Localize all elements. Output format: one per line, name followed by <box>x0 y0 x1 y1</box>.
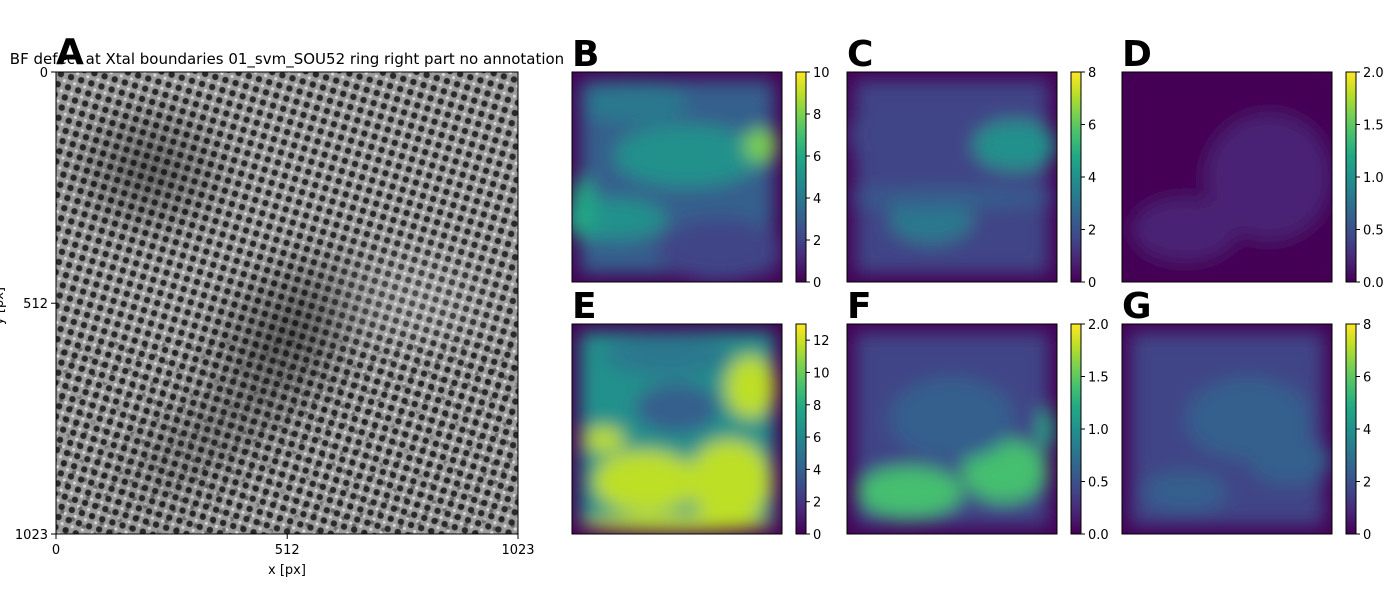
panel-f-heatmap-region <box>889 376 1015 461</box>
panel-e-cbar-tick-label: 8 <box>813 399 821 414</box>
panel-d-cbar-tick-label: 0.5 <box>1363 224 1384 239</box>
panel-e-cbar-tick-label: 6 <box>813 431 821 446</box>
panel-e-frame <box>571 323 783 535</box>
panel-b-frame <box>571 71 783 283</box>
panel-d-heatmap-region <box>1206 114 1332 240</box>
panel-b-cbar-tick-label: 4 <box>813 192 821 207</box>
panel-f-heatmap-region <box>857 466 963 518</box>
panel-e-heatmap-region <box>687 439 772 524</box>
panel-a-ytick-label: 0 <box>40 66 48 81</box>
panel-e-cbar-tick-label: 10 <box>813 366 830 381</box>
panel-a-xtick-label: 0 <box>52 543 60 558</box>
panel-f-cbar-tick-label: 0.0 <box>1088 528 1109 543</box>
panel-e-heatmap-region <box>582 515 772 532</box>
panel-c-heatmap-region <box>847 187 1057 209</box>
panel-e-cbar-tick-label: 2 <box>813 496 821 511</box>
panel-a-xlabel: x [px] <box>268 563 306 578</box>
panel-f-frame <box>846 323 1058 535</box>
panel-c-cbar-tick-label: 8 <box>1088 66 1096 81</box>
panel-g-cbar-tick-label: 4 <box>1363 423 1371 438</box>
panel-g-frame <box>1121 323 1333 535</box>
panel-e-cbar-tick-label: 4 <box>813 463 821 478</box>
panel-g-heatmap-region <box>1143 471 1227 513</box>
panel-d: 0.0 0.5 1.0 1.5 2.0 <box>1121 66 1384 291</box>
panel-b-heatmap-region <box>572 198 667 240</box>
panel-d-cbar-tick-label: 1.0 <box>1363 171 1384 186</box>
panel-a-title: BF defect at Xtal boundaries 01_svm_SOU5… <box>10 50 564 69</box>
panel-b-heatmap-region <box>656 219 782 282</box>
panel-g-cbar-tick-label: 8 <box>1363 318 1371 333</box>
panel-e-heatmap-region <box>725 355 776 419</box>
panel-letter-c: C <box>847 34 873 75</box>
panel-b: 0 2 4 6 8 10 <box>571 66 830 291</box>
panel-d-cbar-tick-label: 1.5 <box>1363 119 1384 134</box>
panel-e: 0 2 4 6 8 10 12 <box>571 323 830 543</box>
panel-c-colorbar <box>1070 71 1082 283</box>
panel-d-heatmap-region <box>1132 198 1238 261</box>
panel-d-cbar-tick-label: 2.0 <box>1363 66 1384 81</box>
panel-c-cbar-tick-label: 0 <box>1088 276 1096 291</box>
panel-c-heatmap-region <box>973 120 1057 171</box>
panel-f-cbar-tick-label: 1.5 <box>1088 371 1109 386</box>
panel-a-xtick-label: 512 <box>275 543 300 558</box>
panel-letter-b: B <box>572 34 599 75</box>
panel-b-heatmap-region <box>572 177 596 240</box>
panel-g-colorbar <box>1345 323 1357 535</box>
panel-c-frame <box>846 71 1058 283</box>
panel-e-heatmap-region <box>582 426 625 453</box>
panel-c: 0 2 4 6 8 <box>846 66 1096 291</box>
panel-c-cbar-tick-label: 6 <box>1088 119 1096 134</box>
panel-c-heatmap-region <box>847 103 931 167</box>
panel-letter-d: D <box>1122 34 1152 75</box>
panel-c-cbar-tick-label: 2 <box>1088 224 1096 239</box>
panel-letter-g: G <box>1122 286 1152 327</box>
panel-letter-a: A <box>56 32 84 73</box>
panel-letter-e: E <box>572 286 597 327</box>
panel-f: 0.0 0.5 1.0 1.5 2.0 <box>846 318 1109 543</box>
panel-f-cbar-tick-label: 1.0 <box>1088 423 1109 438</box>
panel-letter-f: F <box>847 286 872 327</box>
panel-b-heatmap-region <box>744 128 778 163</box>
panel-d-colorbar <box>1345 71 1357 283</box>
panel-b-cbar-tick-label: 10 <box>813 66 830 81</box>
panel-b-colorbar <box>795 71 807 283</box>
panel-e-cbar-tick-label: 12 <box>813 334 830 349</box>
panel-f-heatmap-region <box>962 439 1047 503</box>
panel-b-cbar-tick-label: 6 <box>813 150 821 165</box>
panel-a-ytick-label: 512 <box>23 297 48 312</box>
panel-g-heatmap-region <box>1248 435 1332 486</box>
panel-b-heatmap-region <box>614 124 761 188</box>
panel-b-cbar-tick-label: 0 <box>813 276 821 291</box>
panel-b-heatmap-region <box>582 82 688 125</box>
panel-f-heatmap-region <box>1038 408 1055 450</box>
panel-g-cbar-tick-label: 0 <box>1363 528 1371 543</box>
panel-b-cbar-tick-label: 2 <box>813 234 821 249</box>
panel-e-colorbar <box>795 323 807 535</box>
panel-g-cbar-tick-label: 2 <box>1363 476 1371 491</box>
panel-a-ytick-label: 1023 <box>15 528 48 543</box>
panel-g: 0 2 4 6 8 <box>1121 318 1371 543</box>
panel-d-frame <box>1121 71 1333 283</box>
panel-e-heatmap-region <box>593 450 698 513</box>
panel-g-cbar-tick-label: 6 <box>1363 371 1371 386</box>
panel-e-heatmap-region <box>603 334 730 377</box>
panel-e-cbar-tick-label: 0 <box>813 528 821 543</box>
panel-f-colorbar <box>1070 323 1082 535</box>
panel-a-ylabel: y [px] <box>0 287 7 325</box>
panel-f-cbar-tick-label: 0.5 <box>1088 476 1109 491</box>
panel-d-cbar-tick-label: 0.0 <box>1363 276 1384 291</box>
panel-f-cbar-tick-label: 2.0 <box>1088 318 1109 333</box>
panel-e-heatmap-region <box>635 382 719 434</box>
panel-b-cbar-tick-label: 8 <box>813 108 821 123</box>
panel-c-cbar-tick-label: 4 <box>1088 171 1096 186</box>
panel-a-xtick-label: 1023 <box>501 543 534 558</box>
